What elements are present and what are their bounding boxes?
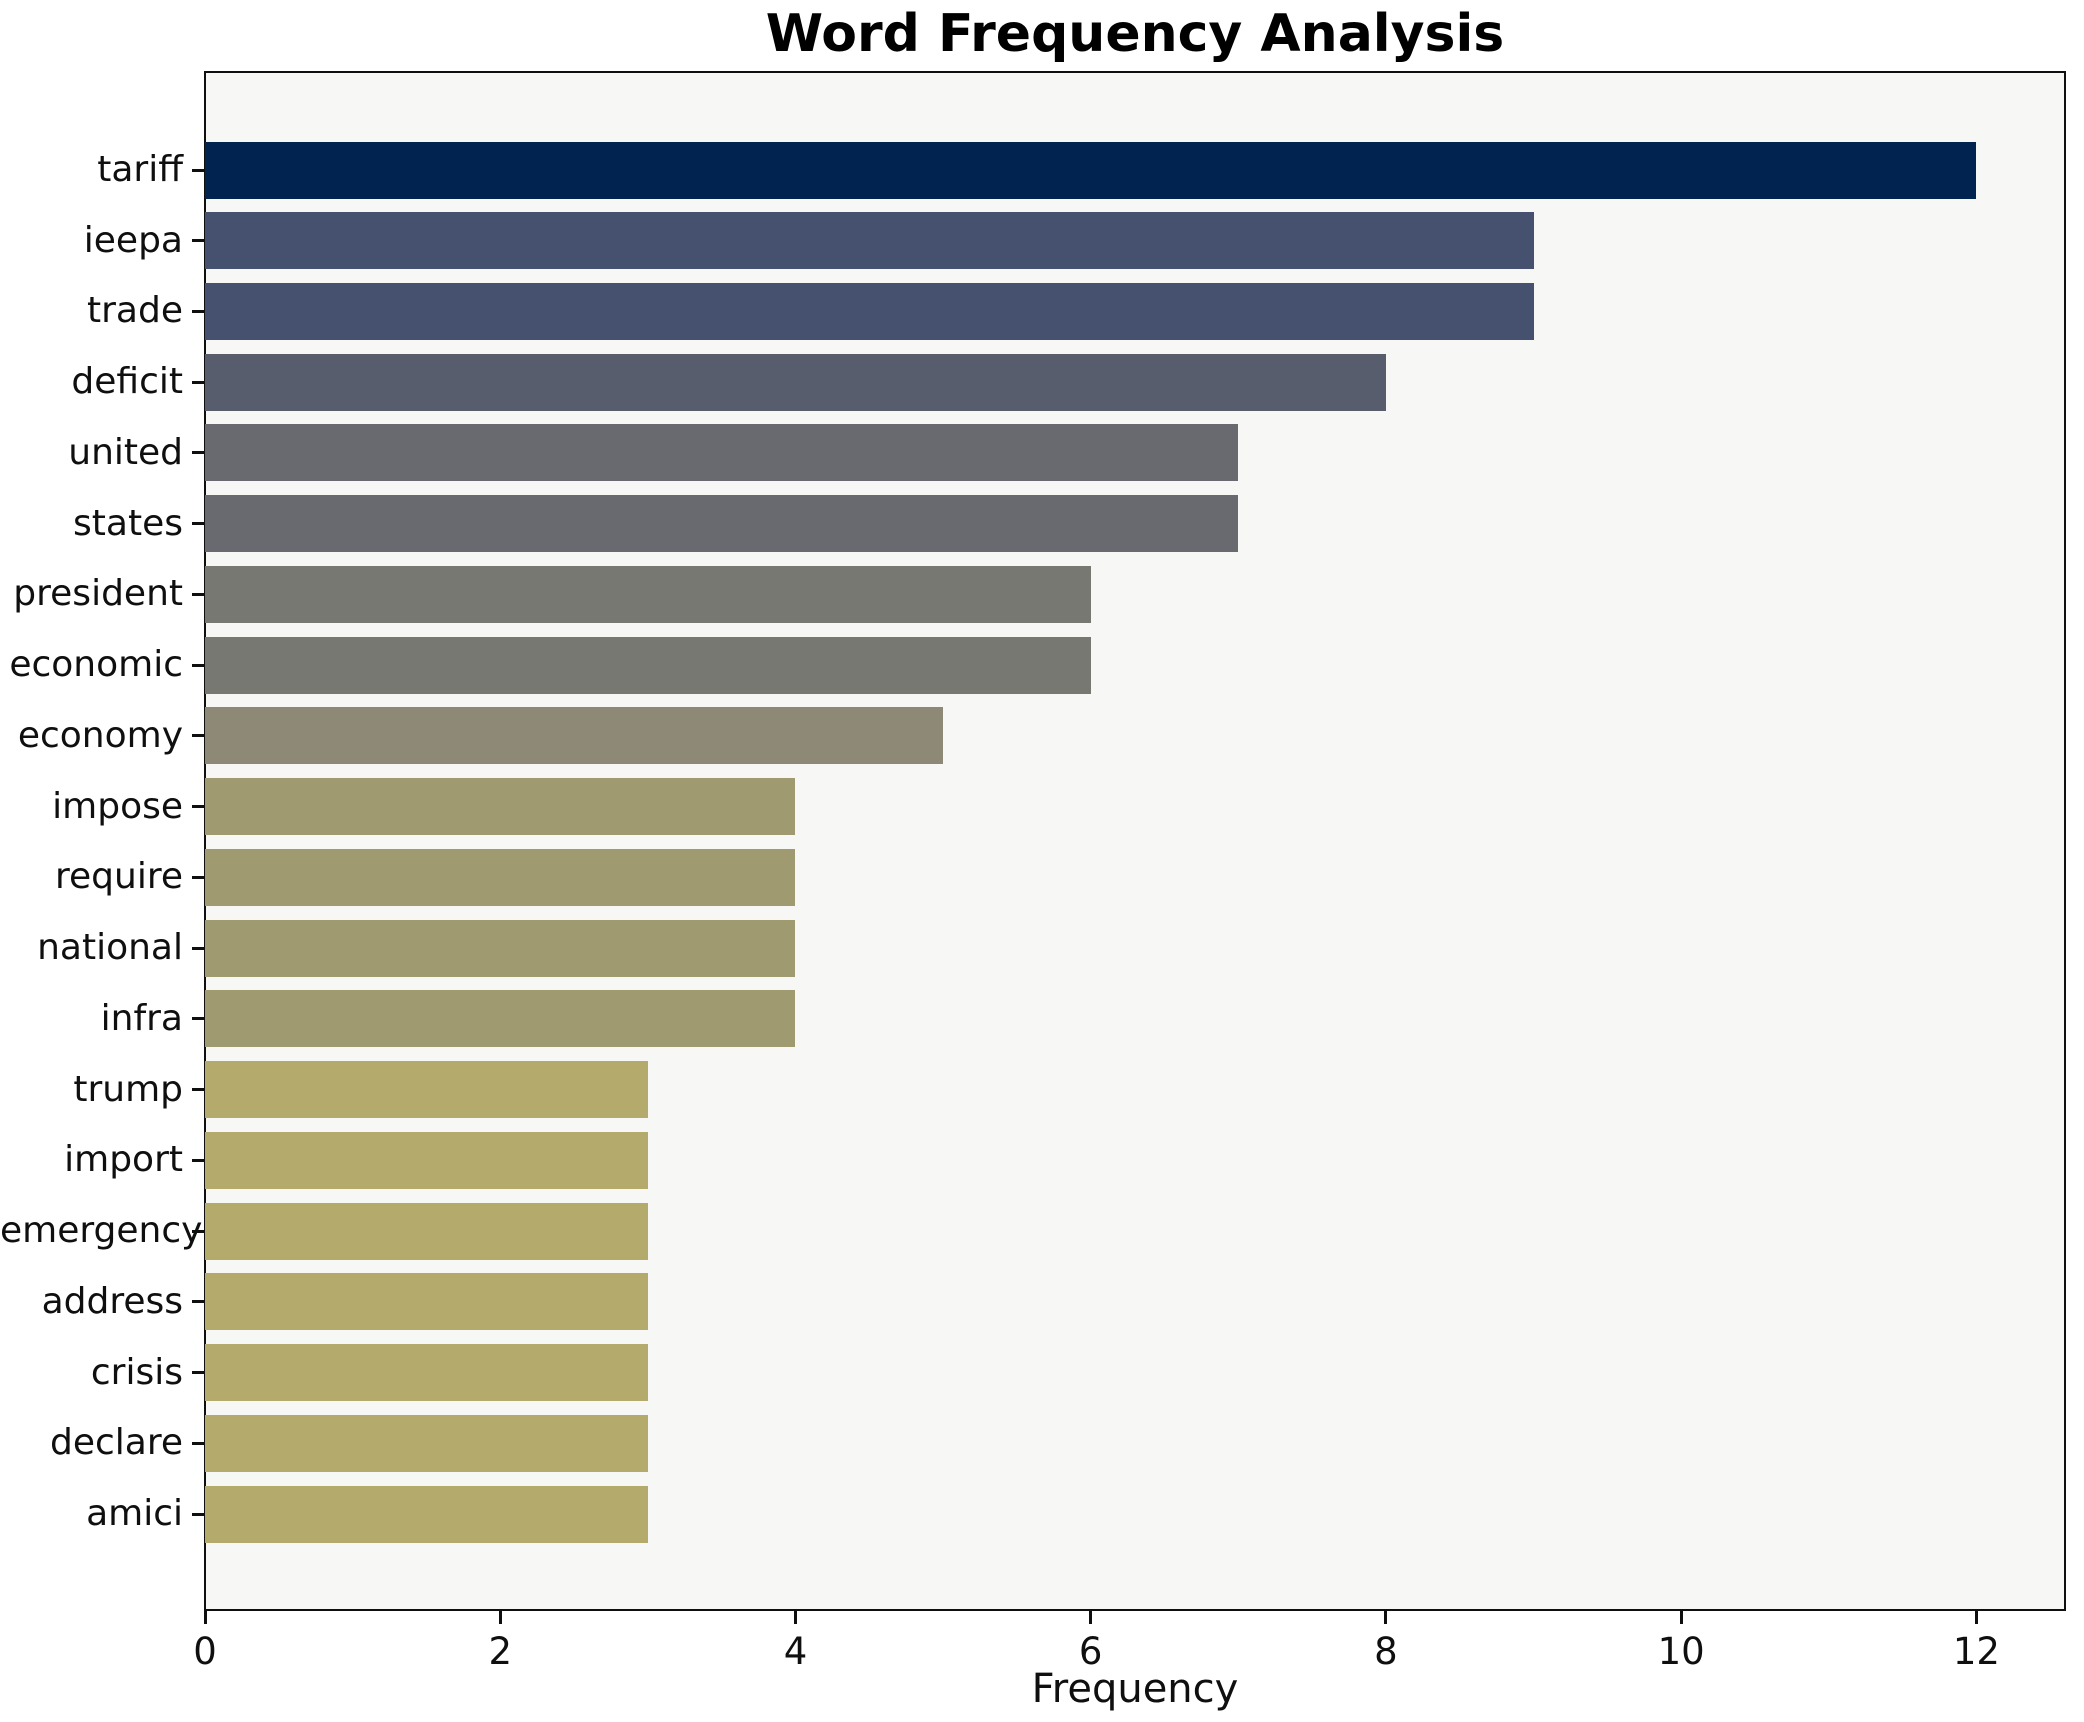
bar-tariff xyxy=(205,141,1977,199)
bar-united xyxy=(205,424,1239,482)
bar-infra xyxy=(205,990,796,1048)
y-tick-mark xyxy=(192,451,205,455)
bar-declare xyxy=(205,1414,648,1472)
x-axis-title: Frequency xyxy=(1031,1666,1239,1712)
bar-trump xyxy=(205,1061,648,1119)
y-tick-mark xyxy=(192,1158,205,1162)
y-tick-mark xyxy=(192,1441,205,1445)
y-tick-mark xyxy=(192,1300,205,1304)
x-tick-label-0: 0 xyxy=(193,1630,217,1673)
bar-import xyxy=(205,1131,648,1189)
y-tick-mark xyxy=(192,1229,205,1233)
bar-address xyxy=(205,1273,648,1331)
x-tick-mark xyxy=(1679,1611,1683,1624)
y-tick-label-amici: amici xyxy=(86,1493,183,1535)
x-tick-label-8: 8 xyxy=(1374,1630,1398,1673)
bar-crisis xyxy=(205,1344,648,1402)
chart-title: Word Frequency Analysis xyxy=(765,4,1505,64)
bar-require xyxy=(205,848,796,906)
y-tick-mark xyxy=(192,239,205,243)
bar-states xyxy=(205,495,1239,553)
y-tick-mark xyxy=(192,168,205,172)
bar-amici xyxy=(205,1485,648,1543)
y-tick-label-crisis: crisis xyxy=(90,1351,183,1393)
x-tick-label-2: 2 xyxy=(488,1630,512,1673)
bar-trade xyxy=(205,282,1534,340)
bar-ieepa xyxy=(205,212,1534,270)
y-tick-mark xyxy=(192,946,205,950)
y-tick-label-infra: infra xyxy=(100,997,183,1039)
y-tick-label-trump: trump xyxy=(73,1068,183,1110)
y-tick-label-trade: trade xyxy=(87,290,183,332)
y-tick-label-ieepa: ieepa xyxy=(83,219,183,261)
y-tick-label-president: president xyxy=(13,573,183,615)
x-tick-mark xyxy=(203,1611,207,1624)
y-tick-label-emergency: emergency xyxy=(0,1210,203,1252)
x-tick-mark xyxy=(793,1611,797,1624)
y-tick-label-impose: impose xyxy=(52,785,183,827)
bar-national xyxy=(205,919,796,977)
bar-deficit xyxy=(205,353,1386,411)
x-tick-mark xyxy=(1089,1611,1093,1624)
y-tick-label-economic: economic xyxy=(9,644,183,686)
y-tick-mark xyxy=(192,875,205,879)
y-tick-mark xyxy=(192,663,205,667)
x-tick-mark xyxy=(1384,1611,1388,1624)
y-tick-label-states: states xyxy=(73,502,183,544)
x-tick-label-12: 12 xyxy=(1952,1630,2000,1673)
y-tick-mark xyxy=(192,1017,205,1021)
bar-impose xyxy=(205,778,796,836)
y-tick-mark xyxy=(192,734,205,738)
y-tick-label-address: address xyxy=(41,1280,183,1322)
bar-economic xyxy=(205,636,1091,694)
x-tick-label-10: 10 xyxy=(1657,1630,1705,1673)
x-tick-label-4: 4 xyxy=(783,1630,808,1673)
y-tick-mark xyxy=(192,1088,205,1092)
bar-economy xyxy=(205,707,944,765)
y-tick-mark xyxy=(192,380,205,384)
y-tick-mark xyxy=(192,592,205,596)
y-tick-mark xyxy=(192,522,205,526)
x-tick-mark xyxy=(498,1611,502,1624)
x-tick-label-6: 6 xyxy=(1078,1630,1103,1673)
y-tick-label-united: united xyxy=(68,431,183,473)
y-tick-label-economy: economy xyxy=(17,714,183,756)
bar-president xyxy=(205,565,1091,623)
y-tick-mark xyxy=(192,1371,205,1375)
y-tick-label-import: import xyxy=(64,1139,183,1181)
y-tick-label-require: require xyxy=(55,856,183,898)
y-tick-label-deficit: deficit xyxy=(71,361,183,403)
bar-emergency xyxy=(205,1202,648,1260)
y-tick-mark xyxy=(192,805,205,809)
y-tick-mark xyxy=(192,1512,205,1516)
y-tick-label-tariff: tariff xyxy=(97,149,183,190)
y-tick-label-declare: declare xyxy=(49,1422,183,1464)
x-tick-mark xyxy=(1974,1611,1978,1624)
y-tick-label-national: national xyxy=(37,927,183,969)
y-tick-mark xyxy=(192,309,205,313)
